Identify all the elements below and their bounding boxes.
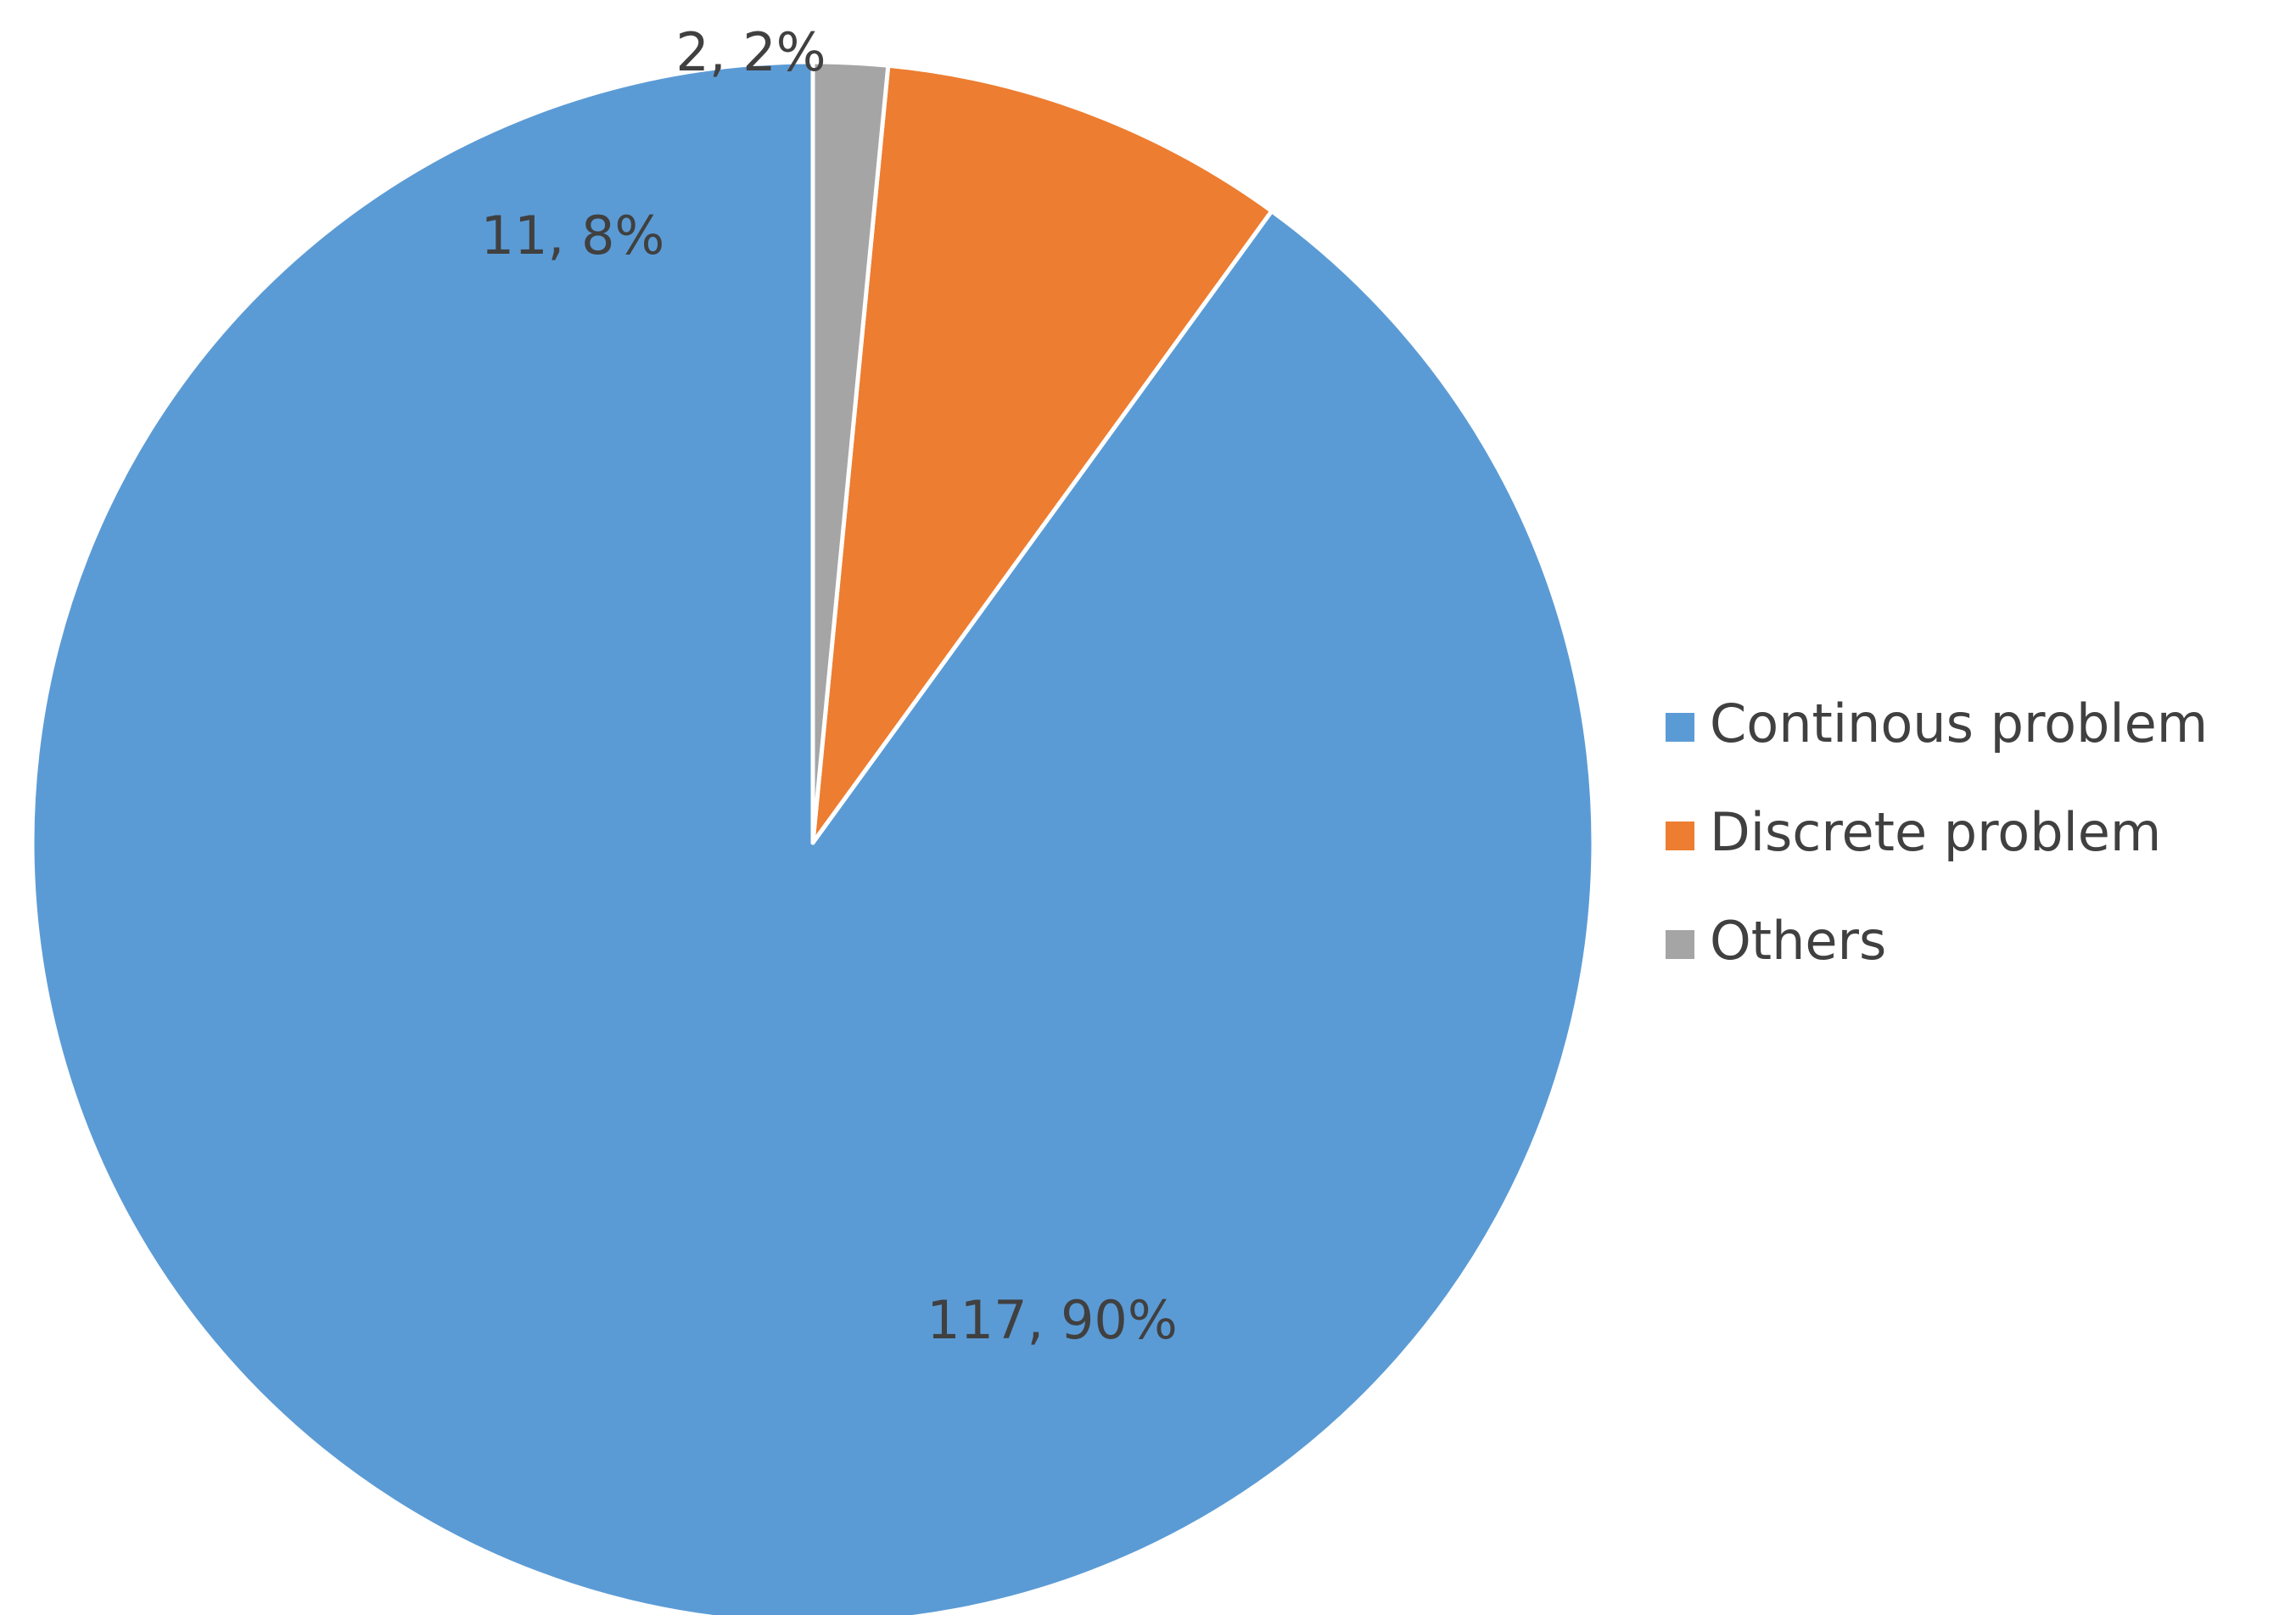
pie-slice-discrete-problem (810, 63, 1274, 845)
pie-slices (30, 59, 1596, 1615)
pie-data-labels: 117, 90% 11, 8% 2, 2% (481, 21, 1178, 1351)
pie-slice-continous-problem (30, 59, 1596, 1615)
legend-swatch-continous-problem (1666, 713, 1694, 742)
legend-label-discrete-problem: Discrete problem (1710, 801, 2161, 863)
legend: Continous problem Discrete problem Others (1666, 693, 2208, 972)
data-label-continous-problem: 117, 90% (927, 1289, 1178, 1351)
data-label-others: 2, 2% (675, 21, 826, 83)
legend-label-others: Others (1710, 910, 1886, 972)
pie-slice-others (810, 59, 891, 845)
data-label-discrete-problem: 11, 8% (481, 205, 665, 266)
legend-swatch-discrete-problem (1666, 822, 1694, 850)
legend-label-continous-problem: Continous problem (1710, 693, 2208, 754)
legend-swatch-others (1666, 930, 1694, 959)
